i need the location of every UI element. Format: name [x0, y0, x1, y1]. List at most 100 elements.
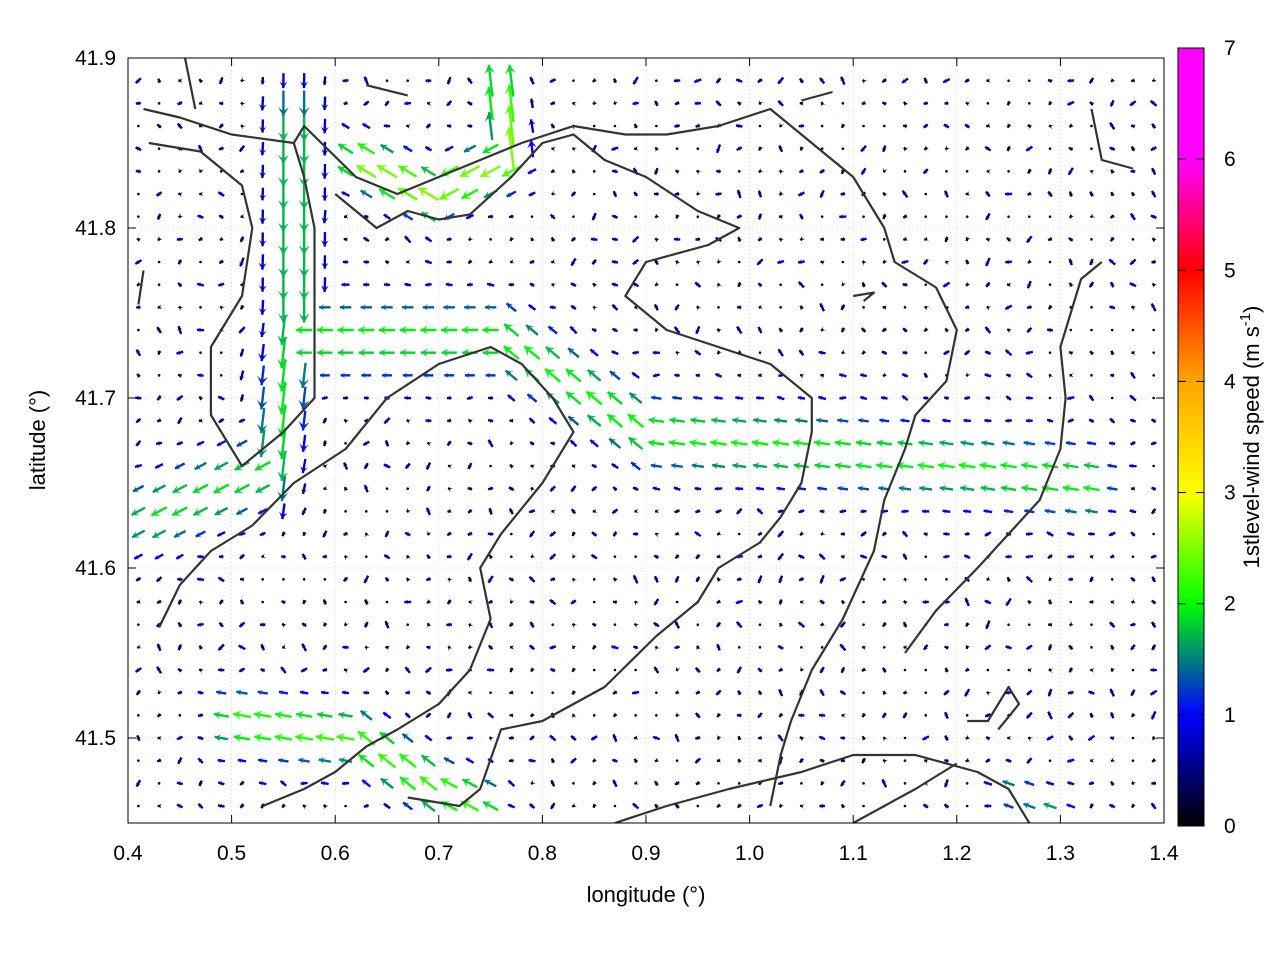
wind-vector [981, 439, 995, 447]
wind-vector [322, 667, 328, 672]
wind-vector [219, 374, 223, 377]
wind-vector [217, 395, 225, 401]
wind-vector [674, 373, 680, 378]
wind-vector [986, 305, 992, 311]
wind-vector [343, 668, 349, 674]
wind-vector [756, 258, 764, 266]
wind-vector [592, 780, 598, 786]
wind-vector [1109, 122, 1116, 130]
wind-vector [385, 600, 389, 604]
wind-vector [776, 395, 785, 401]
wind-vector [1047, 553, 1053, 560]
wind-vector [281, 531, 287, 537]
wind-vector [1150, 599, 1157, 605]
wind-vector [1048, 147, 1052, 150]
wind-vector [239, 780, 245, 786]
wind-vector [755, 486, 765, 492]
wind-vector [1129, 394, 1137, 402]
wind-vector [361, 372, 372, 378]
wind-vector [323, 464, 328, 470]
wind-vector [591, 531, 598, 537]
wind-vector [507, 803, 516, 809]
wind-vector [1025, 575, 1033, 583]
wind-vector [197, 712, 204, 718]
wind-vector [651, 395, 662, 401]
wind-vector [571, 147, 578, 152]
wind-vector [466, 77, 473, 85]
wind-vector [528, 417, 536, 425]
wind-vector [779, 283, 782, 286]
wind-vector [592, 124, 596, 128]
wind-vector [1088, 531, 1095, 537]
wind-vector [986, 102, 990, 105]
wind-vector [1129, 212, 1136, 221]
wind-vector [424, 145, 433, 152]
wind-vector [403, 235, 412, 244]
wind-vector [632, 76, 639, 85]
wind-vector [177, 757, 183, 765]
wind-vector [571, 553, 577, 559]
wind-vector [674, 644, 680, 650]
wind-vector [134, 259, 143, 265]
wind-vector [1150, 440, 1157, 446]
wind-vector [695, 576, 701, 583]
wind-vector [1150, 214, 1157, 220]
wind-vector [1048, 668, 1054, 674]
wind-vector [965, 170, 969, 173]
wind-vector [344, 442, 347, 445]
wind-vector [834, 438, 851, 448]
wind-vector [820, 283, 824, 286]
wind-vector [715, 77, 722, 84]
wind-vector [841, 713, 846, 719]
wind-vector [1129, 463, 1137, 469]
wind-vector [487, 531, 494, 537]
wind-vector [777, 76, 785, 85]
wind-vector [797, 281, 805, 289]
wind-vector [897, 439, 913, 448]
wind-vector [631, 235, 640, 243]
wind-vector [861, 645, 867, 651]
wind-vector [199, 260, 202, 264]
wind-vector [364, 645, 370, 651]
wind-vector [1025, 350, 1034, 355]
wind-vector [1129, 258, 1137, 266]
wind-vector [274, 733, 293, 743]
wind-vector [1025, 554, 1034, 560]
wind-vector [482, 800, 499, 812]
wind-vector [320, 690, 329, 696]
wind-vector [674, 620, 681, 629]
wind-vector [259, 142, 267, 156]
wind-vector [363, 462, 369, 470]
wind-vector [675, 711, 681, 718]
wind-vector [218, 621, 224, 628]
wind-vector [406, 259, 411, 265]
wind-vector [903, 759, 907, 762]
wind-vector [417, 186, 440, 202]
wind-vector [758, 167, 764, 174]
wind-vector [882, 372, 888, 378]
wind-vector [943, 190, 949, 198]
wind-vector [1045, 780, 1055, 786]
wind-vector [300, 73, 309, 89]
wind-vector [239, 257, 245, 267]
wind-vector [964, 531, 970, 537]
wind-vector [426, 645, 431, 651]
wind-vector [1089, 258, 1095, 266]
wind-vector [711, 462, 726, 470]
wind-vector [1110, 736, 1115, 741]
wind-vector [156, 757, 162, 763]
wind-vector [730, 438, 748, 448]
wind-vector [919, 485, 933, 493]
wind-vector [1042, 461, 1059, 471]
wind-vector [571, 802, 577, 808]
terrain-contour [1090, 108, 1134, 170]
wind-vector [882, 238, 886, 241]
wind-vector [590, 237, 598, 242]
wind-vector [613, 623, 617, 626]
wind-vector [301, 507, 307, 516]
wind-vector [482, 325, 499, 335]
wind-vector [487, 712, 495, 719]
wind-vector [467, 531, 473, 536]
wind-vector [757, 145, 763, 152]
wind-vector [673, 326, 681, 334]
